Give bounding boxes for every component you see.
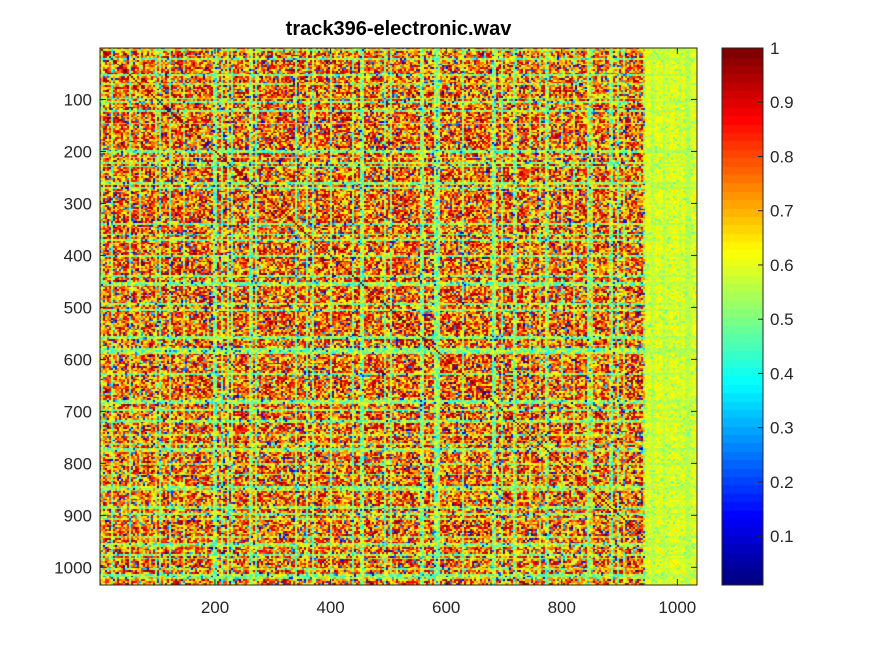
x-tick-label: 400	[316, 598, 344, 617]
y-tick-label: 200	[64, 142, 92, 161]
y-axis: 100 200 300 400 500 600 700 800 900 1000	[54, 90, 697, 577]
y-tick-label: 800	[64, 454, 92, 473]
x-axis: 200 400 600 800 1000	[201, 48, 696, 617]
y-tick-label: 700	[64, 402, 92, 421]
x-tick-label: 1000	[658, 598, 696, 617]
colorbar-tick-label: 0.7	[770, 202, 794, 221]
colorbar-frame	[721, 47, 764, 586]
x-tick-label: 800	[548, 598, 576, 617]
heatmap-plot	[100, 48, 697, 585]
y-tick-label: 900	[64, 506, 92, 525]
colorbar-tick-label: 1	[770, 39, 779, 58]
colorbar	[722, 48, 763, 585]
x-tick-label: 200	[201, 598, 229, 617]
colorbar-tick-label: 0.1	[770, 527, 794, 546]
y-tick-label: 1000	[54, 558, 92, 577]
x-tick-label: 600	[432, 598, 460, 617]
plot-frame	[99, 47, 698, 586]
colorbar-tick-label: 0.6	[770, 256, 794, 275]
colorbar-tick-label: 0.4	[770, 364, 794, 383]
y-tick-label: 400	[64, 246, 92, 265]
y-tick-label: 500	[64, 298, 92, 317]
y-tick-label: 100	[64, 90, 92, 109]
colorbar-tick-label: 0.2	[770, 473, 794, 492]
colorbar-tick-label: 0.3	[770, 419, 794, 438]
y-tick-label: 600	[64, 350, 92, 369]
colorbar-tick-label: 0.8	[770, 147, 794, 166]
y-tick-label: 300	[64, 194, 92, 213]
colorbar-axis: 0.1 0.2 0.3 0.4 0.5 0.6 0.7 0.8 0.9 1	[758, 39, 794, 546]
colorbar-tick-label: 0.9	[770, 93, 794, 112]
colorbar-tick-label: 0.5	[770, 310, 794, 329]
chart-title: track396-electronic.wav	[285, 18, 512, 40]
